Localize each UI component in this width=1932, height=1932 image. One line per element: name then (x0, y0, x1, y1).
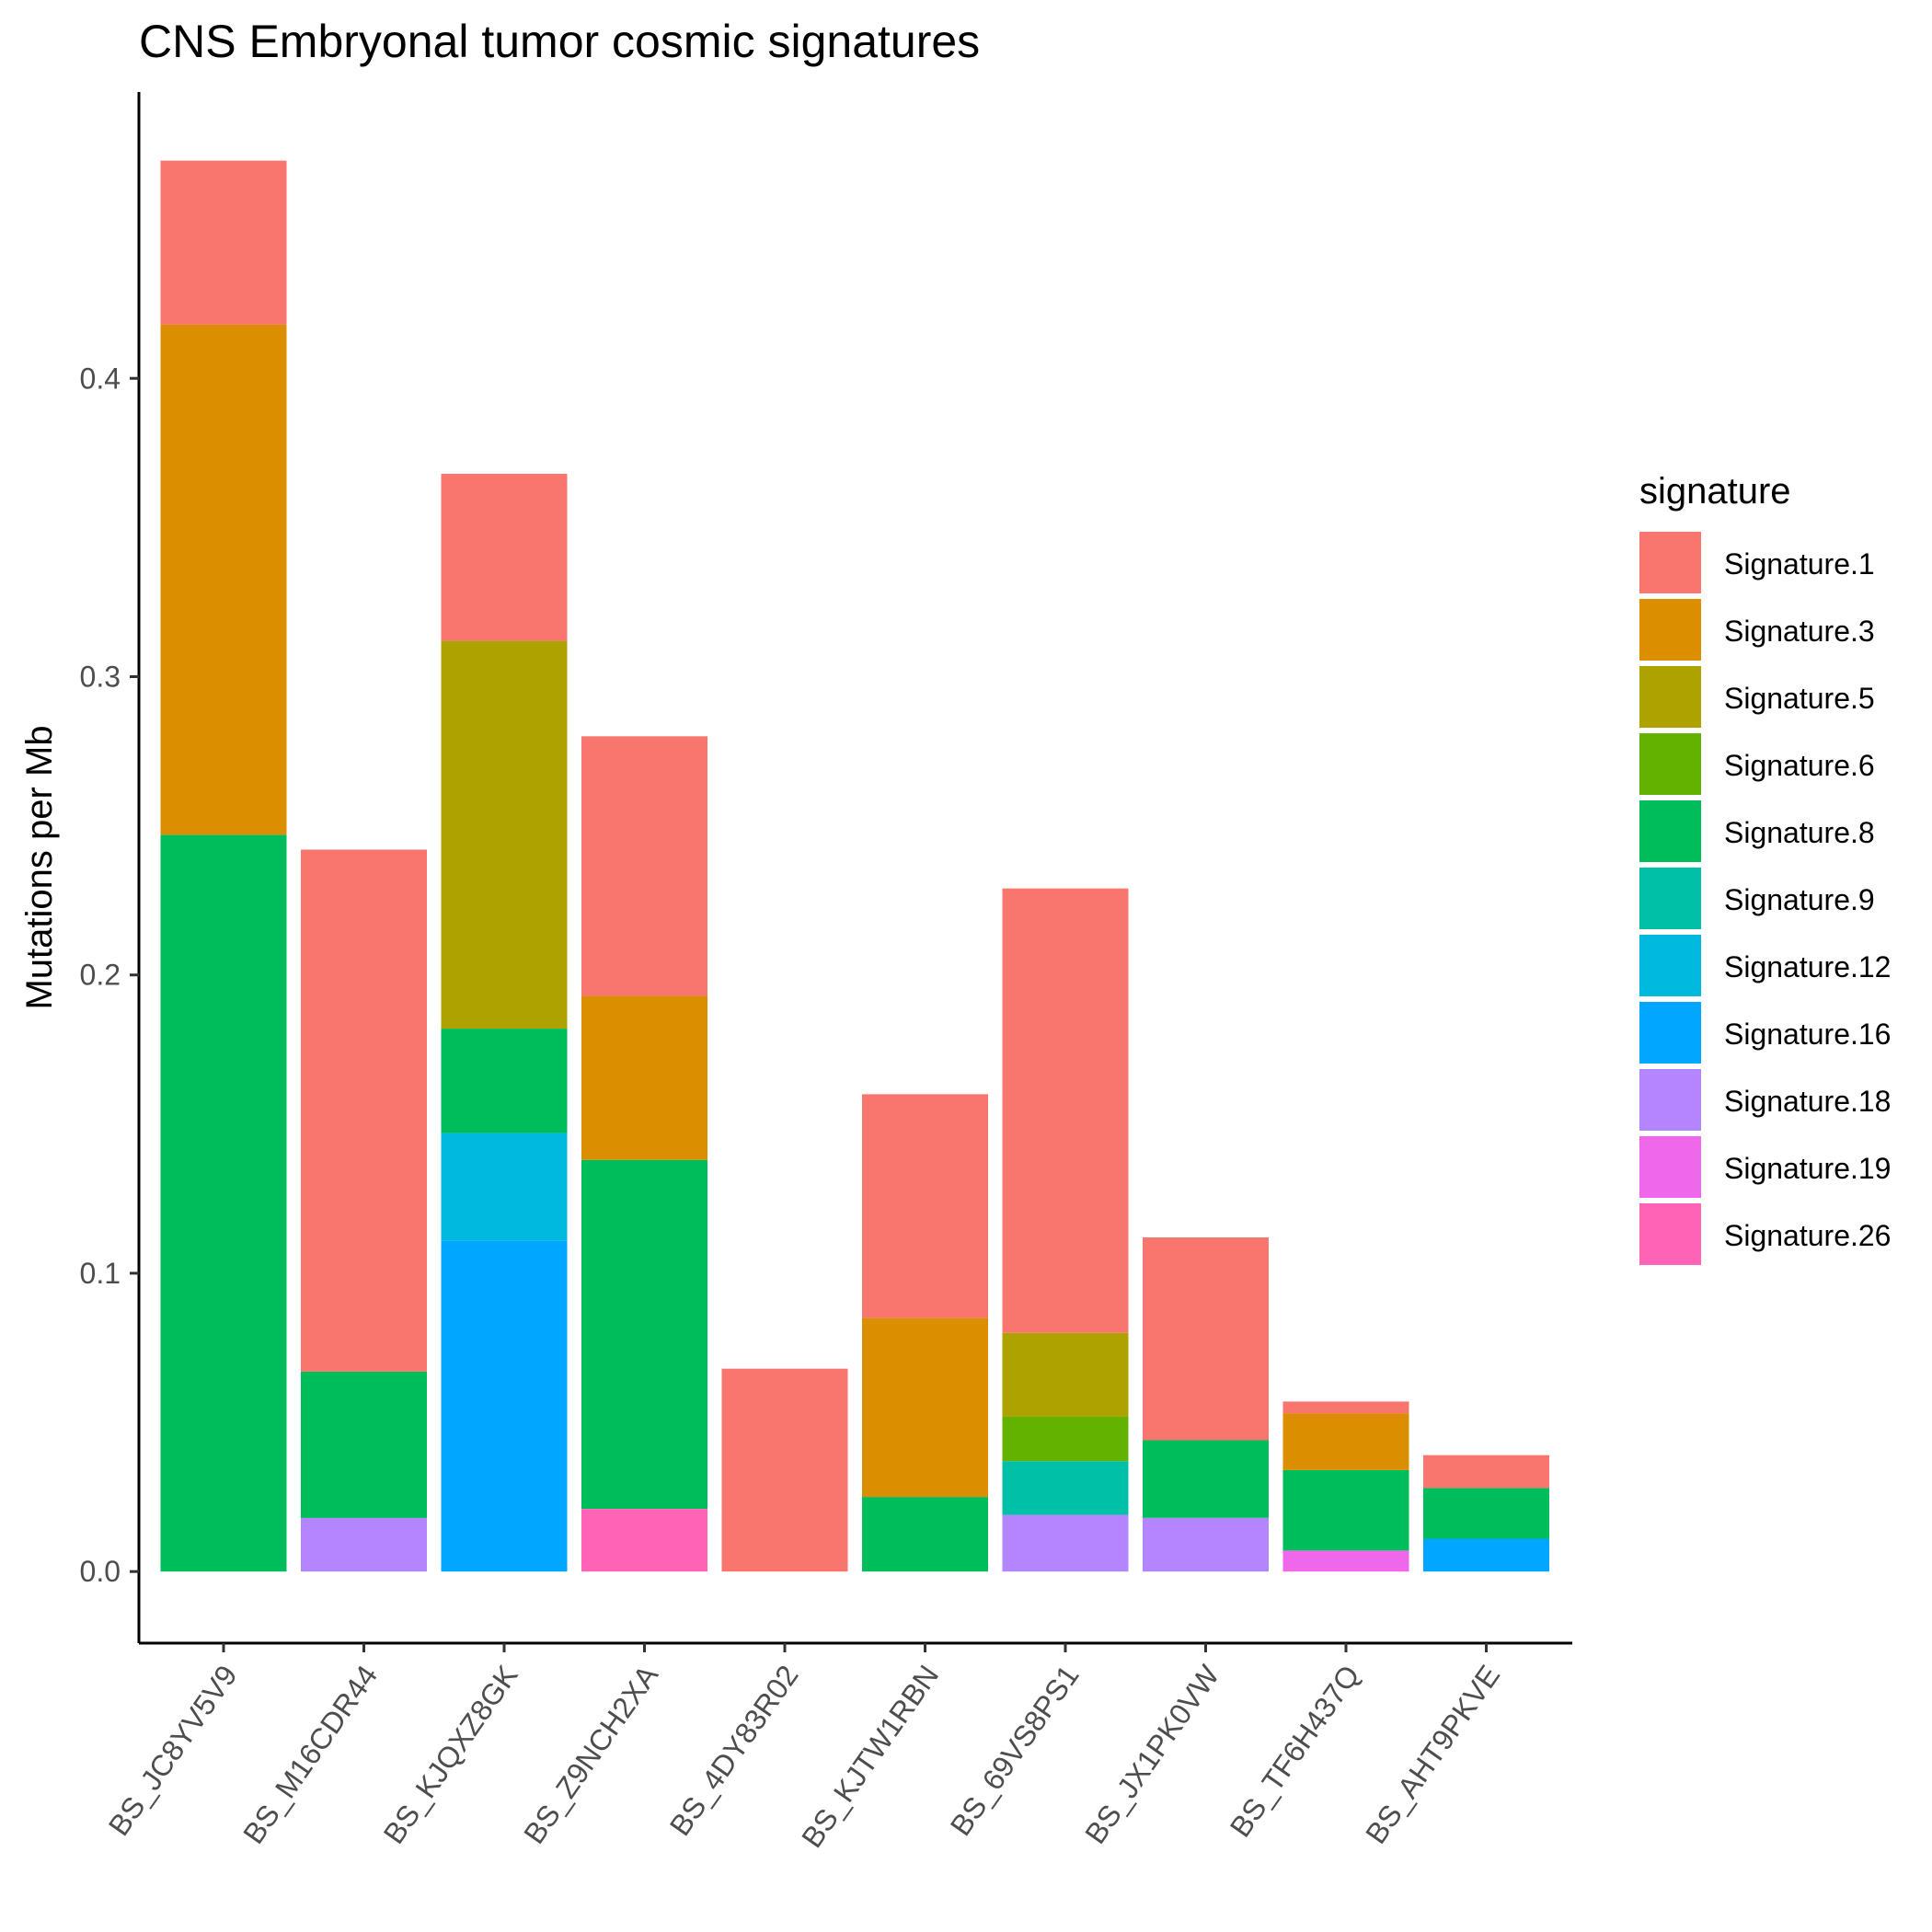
axes-layer (137, 92, 1572, 1645)
legend-label: Signature.1 (1724, 547, 1875, 581)
legend-key (1639, 532, 1701, 593)
bar-segment-BS_KJQXZ8GK-Signature.5 (441, 640, 568, 1029)
y-ticks: 0.0 0.1 0.2 0.3 0.4 (80, 362, 139, 1588)
bar-segment-BS_4DY83R02-Signature.1 (721, 1368, 848, 1572)
x-tick-label: BS_AHT9PKVE (1359, 1659, 1506, 1849)
bar-segment-BS_TF6H437Q-Signature.19 (1282, 1550, 1409, 1572)
x-tick-label: BS_JC8YV5V9 (102, 1659, 244, 1841)
bar-segment-BS_Z9NCH2XA-Signature.1 (581, 736, 707, 996)
legend-key (1639, 1203, 1701, 1265)
y-tick-label: 0.4 (80, 362, 121, 395)
bar-segment-BS_KJTW1RBN-Signature.1 (862, 1094, 988, 1318)
y-tick-label: 0.2 (80, 959, 121, 992)
legend-label: Signature.5 (1724, 682, 1875, 715)
bar-segment-BS_69VS8PS1-Signature.18 (1002, 1514, 1129, 1572)
x-tick-label: BS_KJQXZ8GK (377, 1659, 524, 1849)
legend-title: signature (1639, 471, 1791, 512)
bar-segment-BS_KJQXZ8GK-Signature.12 (441, 1133, 568, 1241)
legend-key (1639, 1136, 1701, 1198)
bar-segment-BS_TF6H437Q-Signature.3 (1282, 1413, 1409, 1470)
x-tick-label: BS_TF6H437Q (1224, 1659, 1366, 1843)
bar-segment-BS_AHT9PKVE-Signature.1 (1423, 1455, 1549, 1489)
legend-label: Signature.6 (1724, 749, 1875, 782)
x-tick-label: BS_KJTW1RBN (795, 1659, 945, 1853)
bar-segment-BS_JC8YV5V9-Signature.1 (160, 160, 287, 325)
x-tick-label: BS_4DY83R02 (663, 1659, 805, 1841)
legend-label: Signature.18 (1724, 1085, 1891, 1118)
legend-label: Signature.26 (1724, 1219, 1891, 1252)
bar-segment-BS_69VS8PS1-Signature.9 (1002, 1461, 1129, 1515)
bar-segment-BS_KJTW1RBN-Signature.8 (862, 1497, 988, 1572)
legend-key (1639, 666, 1701, 728)
x-tick-label: BS_69VS8PS1 (944, 1659, 1086, 1841)
bar-segment-BS_KJQXZ8GK-Signature.8 (441, 1029, 568, 1133)
legend-label: Signature.8 (1724, 816, 1875, 849)
y-axis-title: Mutations per Mb (19, 725, 60, 1009)
bar-segment-BS_AHT9PKVE-Signature.16 (1423, 1538, 1549, 1572)
x-tick-label: BS_M16CDR44 (236, 1659, 384, 1849)
bar-segment-BS_69VS8PS1-Signature.6 (1002, 1416, 1129, 1462)
legend-key (1639, 1002, 1701, 1064)
bar-segment-BS_JX1PK0VW-Signature.18 (1143, 1517, 1269, 1572)
x-tick-label: BS_JX1PK0VW (1078, 1659, 1226, 1850)
legend-key (1639, 733, 1701, 795)
bars-layer (160, 160, 1549, 1572)
bar-segment-BS_AHT9PKVE-Signature.8 (1423, 1488, 1549, 1539)
legend-key (1639, 599, 1701, 661)
chart-title: CNS Embryonal tumor cosmic signatures (139, 16, 980, 67)
bar-segment-BS_Z9NCH2XA-Signature.26 (581, 1509, 707, 1572)
bar-segment-BS_M16CDR44-Signature.18 (301, 1517, 427, 1572)
bar-segment-BS_KJQXZ8GK-Signature.16 (441, 1240, 568, 1572)
bar-segment-BS_KJTW1RBN-Signature.3 (862, 1317, 988, 1498)
bar-segment-BS_69VS8PS1-Signature.1 (1002, 888, 1129, 1333)
legend-label: Signature.3 (1724, 615, 1875, 648)
legend-label: Signature.9 (1724, 883, 1875, 916)
legend-key (1639, 868, 1701, 929)
x-tick-label: BS_Z9NCH2XA (517, 1659, 664, 1850)
y-tick-label: 0.1 (80, 1257, 121, 1290)
y-tick-label: 0.3 (80, 660, 121, 693)
bar-segment-BS_Z9NCH2XA-Signature.8 (581, 1159, 707, 1509)
bar-segment-BS_TF6H437Q-Signature.1 (1282, 1401, 1409, 1414)
x-ticks: BS_JC8YV5V9BS_M16CDR44BS_KJQXZ8GKBS_Z9NC… (102, 1643, 1506, 1854)
legend-key (1639, 800, 1701, 862)
legend-items: Signature.1 Signature.3 Signature.5 Signatu… (1639, 532, 1891, 1265)
legend-key (1639, 1069, 1701, 1131)
bar-segment-BS_JX1PK0VW-Signature.8 (1143, 1440, 1269, 1518)
y-tick-label: 0.0 (80, 1555, 121, 1588)
bar-segment-BS_KJQXZ8GK-Signature.1 (441, 474, 568, 641)
legend-label: Signature.19 (1724, 1152, 1891, 1185)
legend-key (1639, 935, 1701, 996)
bar-segment-BS_69VS8PS1-Signature.5 (1002, 1332, 1129, 1417)
legend: signature Signature.1Signature.3Signatur… (1639, 471, 1891, 1265)
bar-segment-BS_JC8YV5V9-Signature.3 (160, 324, 287, 835)
bar-segment-BS_JC8YV5V9-Signature.8 (160, 834, 287, 1572)
legend-label: Signature.16 (1724, 1018, 1891, 1051)
bar-segment-BS_Z9NCH2XA-Signature.3 (581, 995, 707, 1160)
bar-segment-BS_JX1PK0VW-Signature.1 (1143, 1237, 1269, 1441)
bar-segment-BS_TF6H437Q-Signature.8 (1282, 1469, 1409, 1551)
bar-segment-BS_M16CDR44-Signature.1 (301, 849, 427, 1372)
bar-segment-BS_M16CDR44-Signature.8 (301, 1372, 427, 1518)
legend-label: Signature.12 (1724, 950, 1891, 983)
